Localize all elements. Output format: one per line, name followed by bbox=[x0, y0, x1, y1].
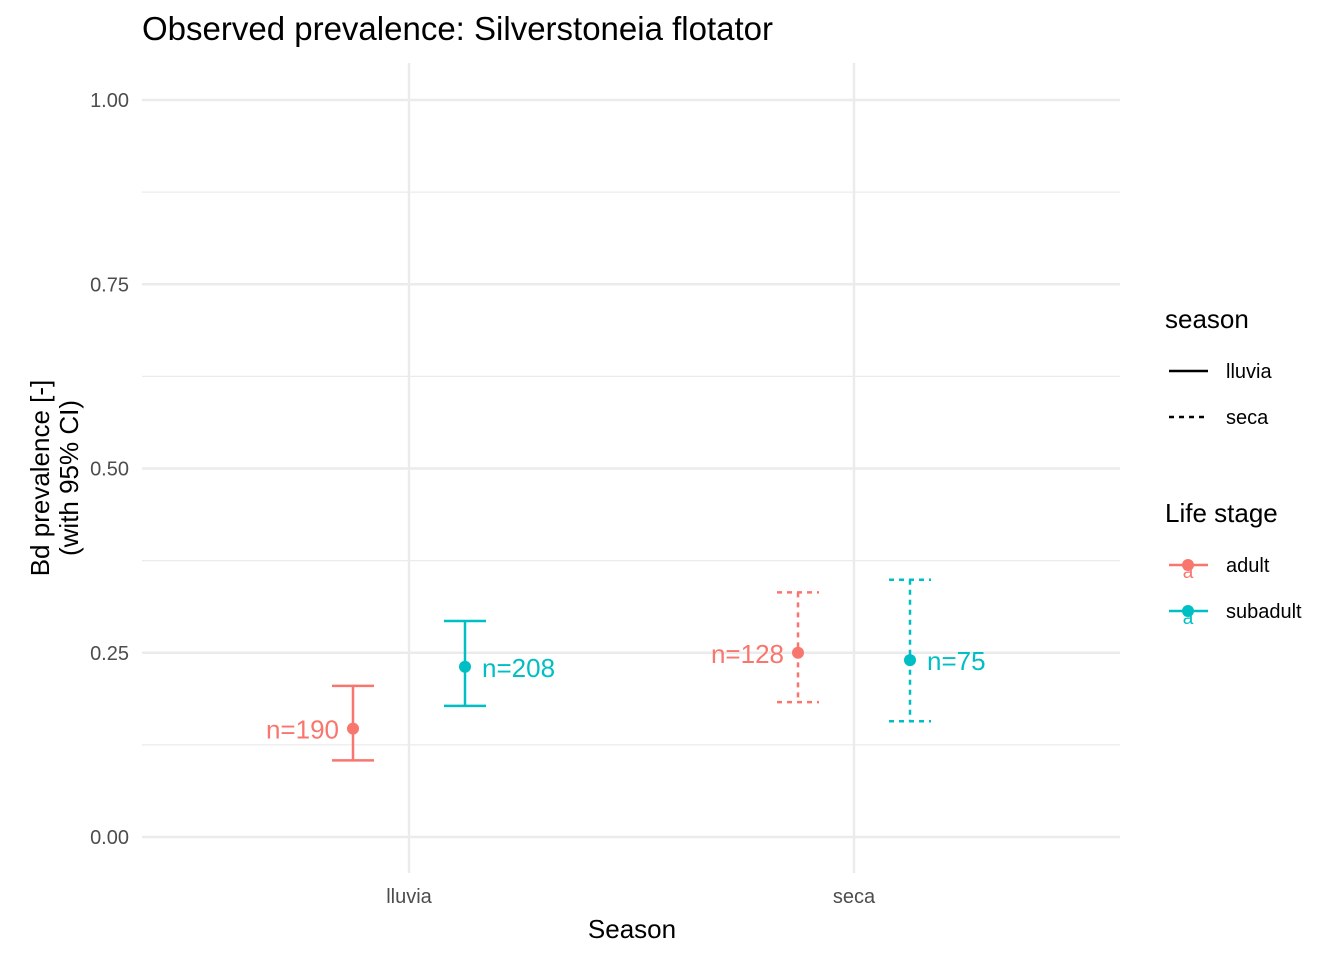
point-subadult-seca bbox=[904, 654, 916, 667]
y-tick-label: 0.75 bbox=[90, 274, 129, 296]
point-adult-seca bbox=[792, 646, 804, 659]
x-axis-title: Season bbox=[588, 914, 676, 944]
legend-title-season: season bbox=[1165, 304, 1249, 334]
chart-title: Observed prevalence: Silverstoneia flota… bbox=[142, 10, 773, 47]
svg-text:a: a bbox=[1183, 562, 1194, 583]
legend-label-subadult: subadult bbox=[1226, 601, 1302, 623]
n-label-adult-lluvia: n=190 bbox=[266, 715, 339, 745]
y-tick-label: 0.50 bbox=[90, 459, 129, 481]
y-axis-title: Bd prevalence [-] (with 95% CI) bbox=[25, 380, 84, 577]
data-marks: n=190 n=128 n=208 n=75 bbox=[266, 578, 986, 762]
x-tick-label: seca bbox=[833, 886, 876, 908]
x-tick-label: lluvia bbox=[386, 886, 432, 908]
grid-major bbox=[142, 63, 1120, 873]
n-label-subadult-lluvia: n=208 bbox=[482, 653, 555, 683]
legend-key-adult: a bbox=[1169, 559, 1208, 583]
y-tick-label: 0.00 bbox=[90, 827, 129, 849]
legend: season lluvia seca Life stage a adult a … bbox=[1165, 304, 1302, 629]
y-axis-title-line2: (with 95% CI) bbox=[54, 400, 84, 556]
x-axis-ticks: lluvia seca bbox=[386, 886, 876, 908]
point-subadult-lluvia bbox=[459, 660, 471, 673]
errorbar-subadult-seca bbox=[889, 578, 931, 723]
n-label-subadult-seca: n=75 bbox=[927, 646, 986, 676]
legend-key-subadult: a bbox=[1169, 605, 1208, 629]
svg-text:a: a bbox=[1183, 608, 1194, 629]
n-label-adult-seca: n=128 bbox=[711, 639, 784, 669]
legend-label-lluvia: lluvia bbox=[1226, 361, 1272, 383]
legend-label-seca: seca bbox=[1226, 407, 1269, 429]
point-adult-lluvia bbox=[347, 722, 359, 735]
legend-label-adult: adult bbox=[1226, 555, 1270, 577]
y-axis-title-line1: Bd prevalence [-] bbox=[25, 380, 55, 577]
legend-title-life-stage: Life stage bbox=[1165, 498, 1278, 528]
y-axis-ticks: 0.00 0.25 0.50 0.75 1.00 bbox=[90, 90, 129, 849]
grid-minor bbox=[142, 191, 1120, 746]
y-tick-label: 0.25 bbox=[90, 643, 129, 665]
y-tick-label: 1.00 bbox=[90, 90, 129, 112]
